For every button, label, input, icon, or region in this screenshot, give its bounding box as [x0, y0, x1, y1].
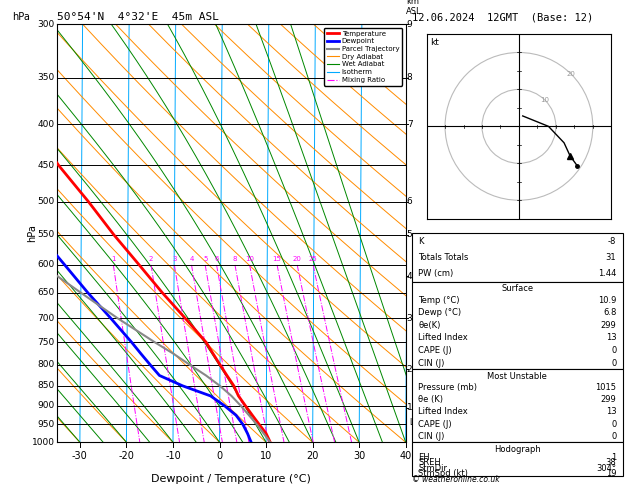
Text: CIN (J): CIN (J) [418, 432, 445, 441]
Text: 10: 10 [245, 256, 254, 261]
Text: 1: 1 [407, 403, 413, 412]
Text: 350: 350 [38, 73, 55, 82]
Text: 900: 900 [38, 401, 55, 410]
Text: -30: -30 [72, 451, 88, 461]
Text: km
ASL: km ASL [406, 0, 422, 16]
Text: 3: 3 [172, 256, 177, 261]
Text: Mixing Ratio  (g/kg): Mixing Ratio (g/kg) [425, 258, 434, 334]
Text: 5: 5 [407, 230, 413, 239]
Text: PW (cm): PW (cm) [418, 269, 454, 278]
Text: 31: 31 [606, 253, 616, 262]
Text: © weatheronline.co.uk: © weatheronline.co.uk [412, 474, 499, 484]
Text: StmSpd (kt): StmSpd (kt) [418, 469, 468, 478]
Text: 304°: 304° [596, 464, 616, 472]
Text: 50°54'N  4°32'E  45m ASL: 50°54'N 4°32'E 45m ASL [57, 12, 219, 22]
Text: 750: 750 [38, 338, 55, 347]
Text: 30: 30 [353, 451, 365, 461]
Text: 0: 0 [611, 419, 616, 429]
Text: LCL: LCL [409, 418, 423, 427]
Bar [412, 233, 623, 282]
Text: 450: 450 [38, 160, 55, 170]
Text: Temp (°C): Temp (°C) [418, 296, 460, 305]
Text: 4: 4 [189, 256, 194, 261]
Text: 6: 6 [214, 256, 219, 261]
Text: Lifted Index: Lifted Index [418, 333, 468, 343]
Text: 20: 20 [292, 256, 302, 261]
Legend: Temperature, Dewpoint, Parcel Trajectory, Dry Adiabat, Wet Adiabat, Isotherm, Mi: Temperature, Dewpoint, Parcel Trajectory… [324, 28, 402, 86]
Text: 700: 700 [38, 314, 55, 323]
Text: 1.44: 1.44 [598, 269, 616, 278]
Text: Most Unstable: Most Unstable [487, 372, 547, 381]
Text: 7: 7 [407, 120, 413, 129]
Text: 1: 1 [111, 256, 116, 261]
Text: 12.06.2024  12GMT  (Base: 12): 12.06.2024 12GMT (Base: 12) [412, 12, 593, 22]
Text: 20: 20 [306, 451, 319, 461]
Text: EH: EH [418, 452, 430, 462]
Text: Totals Totals: Totals Totals [418, 253, 469, 262]
Text: θe (K): θe (K) [418, 395, 443, 404]
Text: 299: 299 [601, 321, 616, 330]
Text: -10: -10 [165, 451, 181, 461]
Text: 0: 0 [216, 451, 223, 461]
Text: 6: 6 [407, 197, 413, 206]
Text: SREH: SREH [418, 458, 441, 467]
Text: 400: 400 [38, 120, 55, 129]
Text: 1: 1 [611, 452, 616, 462]
Text: 5: 5 [203, 256, 208, 261]
Bar [412, 442, 623, 476]
Text: CAPE (J): CAPE (J) [418, 419, 452, 429]
Text: θe(K): θe(K) [418, 321, 441, 330]
Text: Surface: Surface [501, 284, 533, 294]
Text: StmDir: StmDir [418, 464, 447, 472]
Text: 2: 2 [407, 364, 413, 374]
Text: 300: 300 [38, 20, 55, 29]
Text: Hodograph: Hodograph [494, 445, 541, 454]
Text: 8: 8 [233, 256, 237, 261]
Text: 8: 8 [407, 73, 413, 82]
Text: 1000: 1000 [32, 438, 55, 447]
Text: CAPE (J): CAPE (J) [418, 346, 452, 355]
Text: 299: 299 [601, 395, 616, 404]
Text: 800: 800 [38, 360, 55, 369]
Text: 25: 25 [309, 256, 318, 261]
Text: 19: 19 [606, 469, 616, 478]
Text: 3: 3 [407, 314, 413, 323]
Text: -8: -8 [608, 237, 616, 246]
Text: Dewp (°C): Dewp (°C) [418, 308, 462, 317]
Text: 850: 850 [38, 382, 55, 390]
Text: hPa: hPa [13, 12, 30, 22]
Text: 10.9: 10.9 [598, 296, 616, 305]
Text: 38: 38 [606, 458, 616, 467]
Text: 0: 0 [611, 346, 616, 355]
Text: 950: 950 [38, 420, 55, 429]
Text: 9: 9 [407, 20, 413, 29]
Text: 600: 600 [38, 260, 55, 269]
Text: 1015: 1015 [596, 383, 616, 392]
Text: 13: 13 [606, 407, 616, 417]
Text: 10: 10 [260, 451, 272, 461]
Text: 2: 2 [149, 256, 153, 261]
Text: 15: 15 [272, 256, 282, 261]
Text: 13: 13 [606, 333, 616, 343]
Bar [412, 282, 623, 369]
Text: Lifted Index: Lifted Index [418, 407, 468, 417]
Text: 550: 550 [38, 230, 55, 239]
Text: Pressure (mb): Pressure (mb) [418, 383, 477, 392]
Text: 0: 0 [611, 432, 616, 441]
Bar [412, 369, 623, 442]
Text: 650: 650 [38, 288, 55, 297]
Text: CIN (J): CIN (J) [418, 359, 445, 367]
Text: 6.8: 6.8 [603, 308, 616, 317]
Text: 500: 500 [38, 197, 55, 206]
Text: Dewpoint / Temperature (°C): Dewpoint / Temperature (°C) [151, 473, 311, 484]
Text: 40: 40 [399, 451, 412, 461]
Text: 4: 4 [407, 272, 413, 281]
Text: 0: 0 [611, 359, 616, 367]
Text: kt: kt [430, 38, 439, 47]
Text: -20: -20 [118, 451, 135, 461]
Text: hPa: hPa [27, 225, 37, 242]
Text: 20: 20 [567, 71, 576, 77]
Text: K: K [418, 237, 424, 246]
Text: 10: 10 [540, 97, 550, 103]
